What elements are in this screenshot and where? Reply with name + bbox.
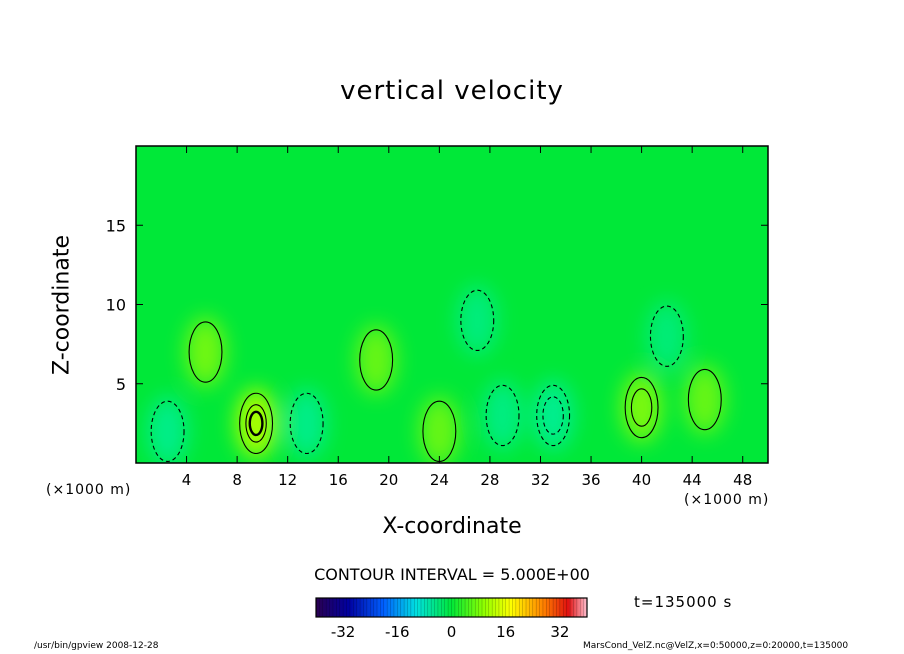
contour-line xyxy=(289,392,324,455)
x-tick-label: 12 xyxy=(278,471,297,489)
field-blobs xyxy=(147,285,726,463)
x-axis-label: X-coordinate xyxy=(382,514,522,539)
colorbar-frame xyxy=(315,597,588,618)
contour-line xyxy=(624,376,659,439)
colorbar: -32 -16 0 16 32 xyxy=(315,597,588,641)
contour-line xyxy=(245,404,267,443)
x-tick-label: 8 xyxy=(232,471,242,489)
x-tick-label: 44 xyxy=(683,471,702,489)
field-feature xyxy=(286,388,327,459)
field-feature xyxy=(185,317,226,387)
field-layer xyxy=(147,285,726,463)
x-axis-unit-left: (×1000 m) xyxy=(46,482,132,498)
contour-lines xyxy=(150,289,722,462)
contour-line xyxy=(485,384,520,447)
contour-line xyxy=(150,400,185,462)
y-tick-label: 15 xyxy=(106,216,126,235)
field-feature xyxy=(147,396,188,463)
contour-interval-text: CONTOUR INTERVAL = 5.000E+00 xyxy=(314,565,590,584)
x-tick-label: 24 xyxy=(430,471,449,489)
contour-line xyxy=(188,321,223,383)
field-feature xyxy=(646,301,688,372)
colorbar-tick-label: -32 xyxy=(331,623,356,641)
contour-line xyxy=(536,384,571,447)
contour-line xyxy=(248,410,264,437)
time-label: t=135000 s xyxy=(634,593,733,611)
field-feature xyxy=(482,380,523,451)
x-tick-label: 40 xyxy=(632,471,651,489)
contour-line xyxy=(239,392,274,455)
field-feature xyxy=(684,364,726,435)
y-axis-label: Z-coordinate xyxy=(49,235,75,375)
x-tick-label: 36 xyxy=(581,471,600,489)
colorbar-tick-label: 0 xyxy=(447,623,457,641)
field-feature xyxy=(532,380,574,451)
field-feature xyxy=(621,372,662,443)
contour-line xyxy=(649,305,684,367)
field-feature xyxy=(419,396,460,463)
colorbar-tick-label: 16 xyxy=(496,623,515,641)
chart-title: vertical velocity xyxy=(340,76,564,106)
field-feature xyxy=(235,388,277,459)
x-tick-label: 32 xyxy=(531,471,550,489)
x-tick-label: 20 xyxy=(379,471,398,489)
x-axis-unit-right: (×1000 m) xyxy=(684,492,770,508)
footer-program-info: /usr/bin/gpview 2008-12-28 xyxy=(34,641,159,651)
colorbar-tick-label: 32 xyxy=(550,623,569,641)
field-feature xyxy=(457,285,498,356)
colorbar-gradient xyxy=(316,598,587,617)
y-tick-label: 10 xyxy=(106,296,126,315)
contour-line xyxy=(542,396,564,435)
contour-line xyxy=(359,329,394,391)
footer-file-info: MarsCond_VelZ.nc@VelZ,x=0:50000,z=0:2000… xyxy=(583,641,849,651)
x-tick-label: 4 xyxy=(182,471,192,489)
x-tick-label: 16 xyxy=(329,471,348,489)
contour-line xyxy=(630,388,653,427)
colorbar-tick-label: -16 xyxy=(385,623,410,641)
x-tick-label: 48 xyxy=(733,471,752,489)
y-tick-label: 5 xyxy=(116,375,126,394)
x-tick-label: 28 xyxy=(480,471,499,489)
contour-line xyxy=(687,368,722,431)
contour-line xyxy=(460,289,495,352)
field-feature xyxy=(355,325,397,395)
